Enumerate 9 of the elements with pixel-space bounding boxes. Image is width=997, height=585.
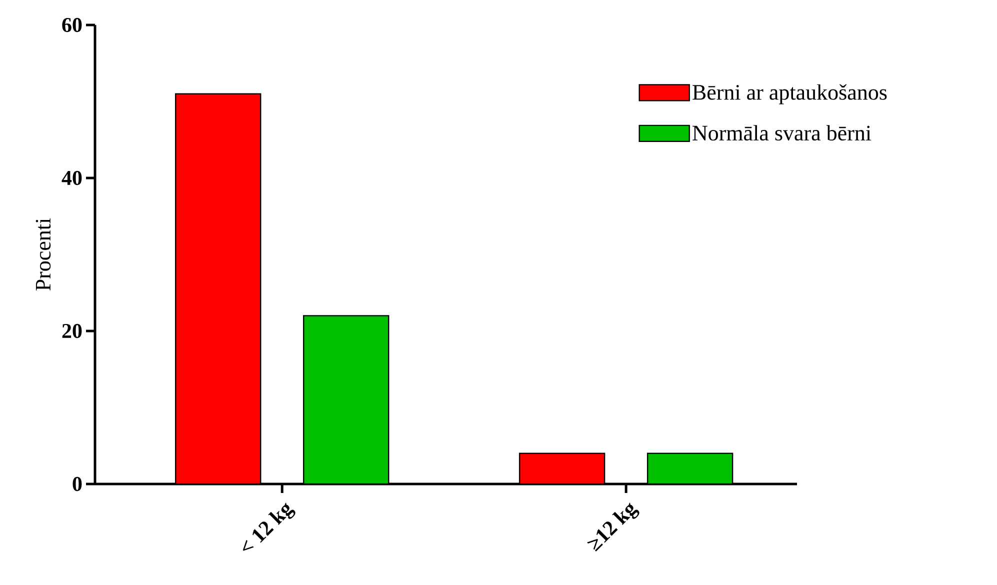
x-tick-label: < 12 kg <box>242 502 296 551</box>
y-axis-title: Procenti <box>36 218 51 291</box>
y-tick-label: 0 <box>72 476 82 492</box>
legend-label: Bērni ar aptaukošanos <box>692 84 887 104</box>
y-tick-label: 20 <box>62 324 82 338</box>
y-tick-label: 40 <box>62 170 82 186</box>
x-tick-label: ≥12 kg <box>587 502 640 552</box>
y-tick-label: 60 <box>62 18 82 32</box>
legend-label: Normāla svara bērni <box>692 125 872 141</box>
